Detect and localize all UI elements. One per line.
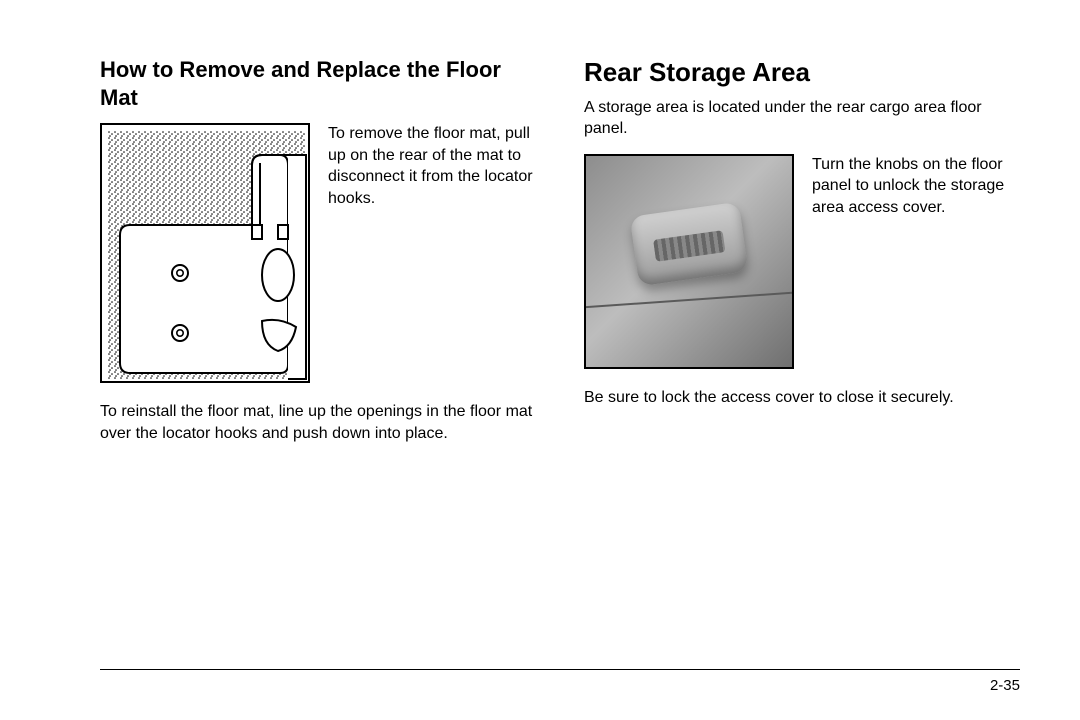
left-column: How to Remove and Replace the Floor Mat [100,56,536,458]
rear-storage-figure-row: Turn the knobs on the floor panel to unl… [584,154,1020,369]
rear-storage-heading: Rear Storage Area [584,56,1020,89]
rear-storage-intro: A storage area is located under the rear… [584,97,1020,140]
floor-mat-caption: To remove the floor mat, pull up on the … [328,123,536,209]
rear-storage-body: Be sure to lock the access cover to clos… [584,387,1020,409]
panel-seam [584,291,794,310]
footer-rule [100,669,1020,670]
rear-storage-photo [584,154,794,369]
rear-storage-caption: Turn the knobs on the floor panel to unl… [812,154,1020,219]
floor-mat-figure-row: To remove the floor mat, pull up on the … [100,123,536,383]
storage-knob-icon [630,202,749,287]
right-column: Rear Storage Area A storage area is loca… [584,56,1020,458]
floor-mat-body: To reinstall the floor mat, line up the … [100,401,536,444]
floor-mat-illustration [100,123,310,383]
page-number: 2-35 [990,677,1020,694]
floor-mat-svg [102,125,312,385]
page-content: How to Remove and Replace the Floor Mat [0,0,1080,498]
floor-mat-heading: How to Remove and Replace the Floor Mat [100,56,536,111]
